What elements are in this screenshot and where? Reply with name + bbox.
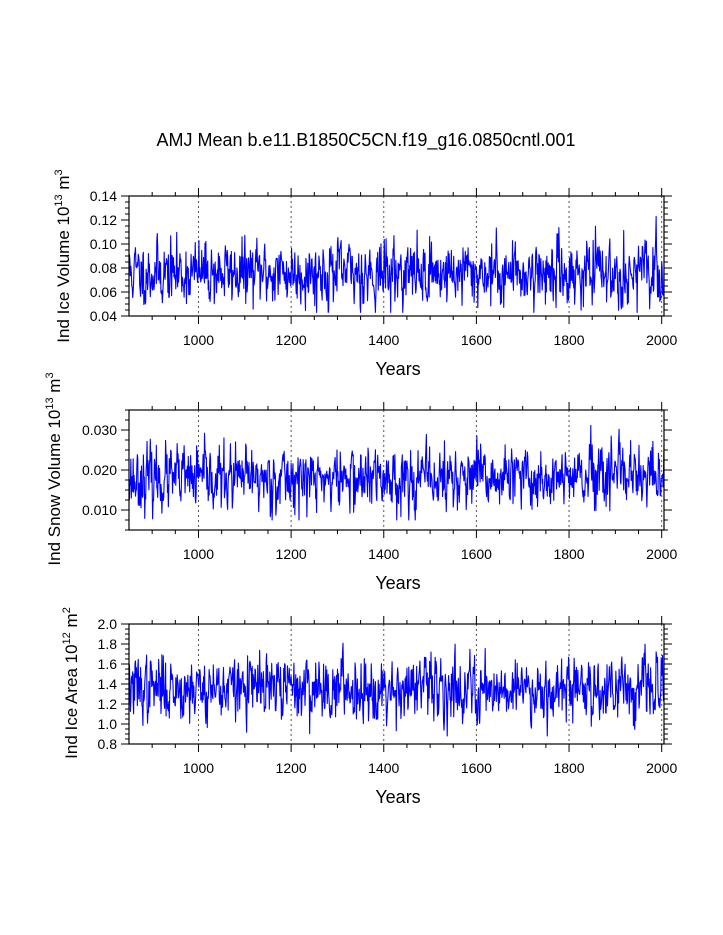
- y-tick-label: 0.04: [90, 308, 117, 324]
- panel-snow-volume: Ind Snow Volume 1013 m3 Years: [44, 372, 421, 593]
- series-line: [128, 424, 665, 521]
- y-tick-label: 1.4: [98, 676, 118, 692]
- x-tick-label: 2000: [646, 760, 677, 776]
- x-tick-label: 1200: [276, 546, 307, 562]
- series-line: [128, 642, 665, 737]
- panel3-xlabel: Years: [375, 787, 420, 807]
- x-tick-label: 1600: [461, 760, 492, 776]
- panel-ice-volume: Ind Ice Volume 1013 m3 Years: [53, 169, 421, 379]
- x-tick-label: 1800: [553, 760, 584, 776]
- x-tick-label: 1600: [461, 332, 492, 348]
- y-tick-label: 1.8: [98, 636, 118, 652]
- x-tick-label: 2000: [646, 546, 677, 562]
- x-tick-label: 1000: [183, 332, 214, 348]
- y-tick-label: 1.2: [98, 696, 118, 712]
- x-tick-label: 1000: [183, 546, 214, 562]
- figure-title: AMJ Mean b.e11.B1850C5CN.f19_g16.0850cnt…: [157, 130, 576, 151]
- y-tick-label: 0.030: [82, 422, 117, 438]
- y-tick-label: 1.6: [98, 656, 118, 672]
- y-tick-label: 0.08: [90, 260, 117, 276]
- y-tick-label: 0.14: [90, 188, 117, 204]
- x-tick-label: 2000: [646, 332, 677, 348]
- y-tick-label: 0.010: [82, 502, 117, 518]
- panel1-ylabel: Ind Ice Volume 1013 m3: [53, 169, 73, 342]
- y-tick-label: 0.020: [82, 462, 117, 478]
- y-tick-label: 0.12: [90, 212, 117, 228]
- x-tick-label: 1400: [368, 760, 399, 776]
- x-tick-label: 1200: [276, 332, 307, 348]
- x-tick-label: 1600: [461, 546, 492, 562]
- panel3-ylabel: Ind Ice Area 1012 m2: [61, 607, 81, 759]
- y-tick-label: 0.10: [90, 236, 117, 252]
- x-tick-label: 1800: [553, 546, 584, 562]
- chart-1: 1000 1200 1400 1600 1800 2000 0.04 0.06 0.08 0.10…: [90, 188, 677, 348]
- y-tick-label: 0.06: [90, 284, 117, 300]
- chart-3: 1000 1200 1400 1600 1800 2000 0.8 1.0 1.2 1.4 1.6 1…: [98, 616, 677, 776]
- panel-ice-area: Ind Ice Area 1012 m2 Years: [61, 607, 421, 807]
- y-tick-label: 1.0: [98, 716, 118, 732]
- x-tick-label: 1200: [276, 760, 307, 776]
- y-tick-label: 2.0: [98, 616, 118, 632]
- panel2-ylabel: Ind Snow Volume 1013 m3: [44, 372, 64, 565]
- series-line: [128, 215, 665, 313]
- chart-2: 1000 1200 1400 1600 1800 2000 0.010 0.020 0.030: [82, 402, 677, 562]
- panel1-xlabel: Years: [375, 359, 420, 379]
- x-tick-label: 1800: [553, 332, 584, 348]
- x-tick-label: 1400: [368, 546, 399, 562]
- panel2-xlabel: Years: [375, 573, 420, 593]
- y-tick-label: 0.8: [98, 736, 118, 752]
- x-tick-label: 1400: [368, 332, 399, 348]
- x-tick-label: 1000: [183, 760, 214, 776]
